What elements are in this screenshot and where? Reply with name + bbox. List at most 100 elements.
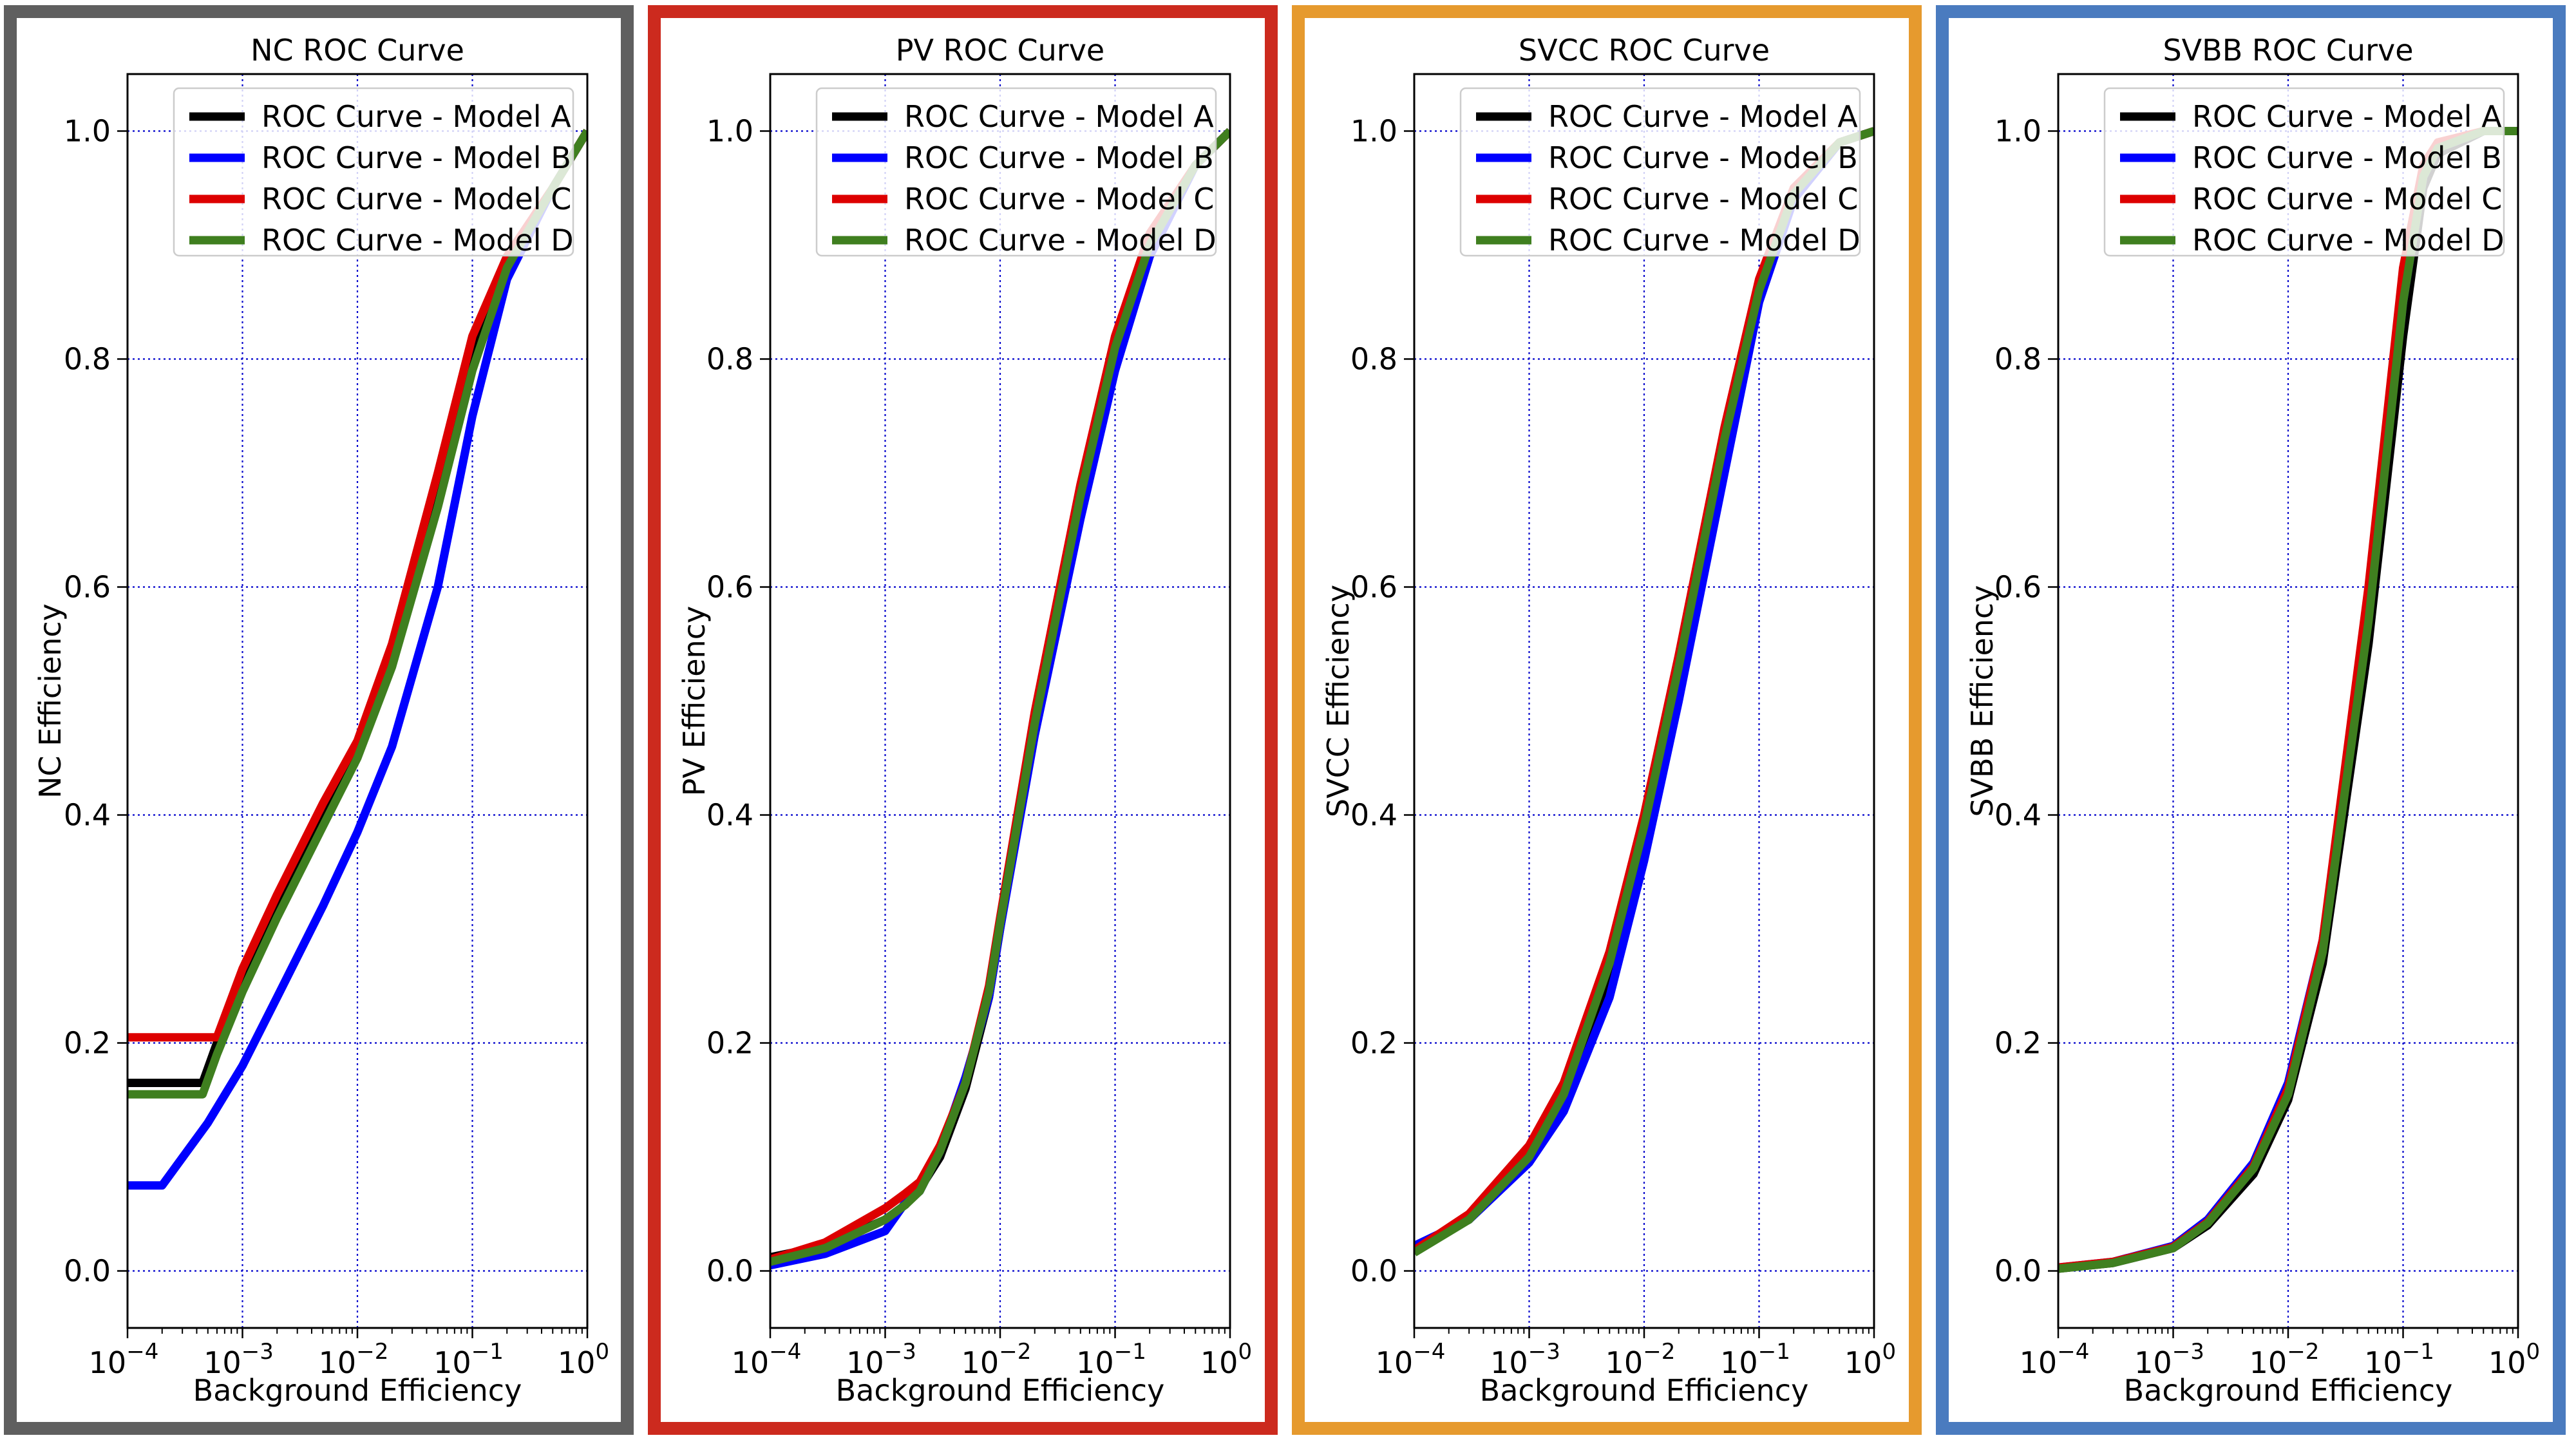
legend-box [173, 87, 574, 257]
legend-item: ROC Curve - Model A [832, 99, 1214, 134]
legend-label: ROC Curve - Model C [1548, 182, 1858, 216]
panel-svbb: 10−4 10−3 10−2 10−1 100 0.0 0.2 0.4 0.6 0.8 1.0 SVB… [1936, 5, 2566, 1435]
legend: ROC Curve - Model A ROC Curve - Model B RO… [1459, 87, 1861, 258]
legend-label: ROC Curve - Model A [1548, 99, 1858, 134]
x-tick-label: 10−3 [2134, 1339, 2204, 1380]
x-tick-label: 10−4 [1376, 1339, 1446, 1380]
legend: ROC Curve - Model A ROC Curve - Model B RO… [815, 87, 1217, 258]
legend-item: ROC Curve - Model A [189, 99, 571, 134]
panel-title: NC ROC Curve [251, 33, 464, 68]
legend-label: ROC Curve - Model B [2192, 140, 2502, 175]
plot-area [1414, 74, 1874, 1328]
x-tick-label: 10−3 [846, 1339, 916, 1380]
y-tick-label: 0.4 [1350, 798, 1397, 833]
legend-label: ROC Curve - Model D [261, 223, 574, 258]
x-tick-label: 100 [558, 1339, 609, 1380]
y-tick-label: 0.6 [1350, 570, 1397, 605]
y-axis-label: SVBB Efficiency [1965, 585, 2000, 817]
legend-item: ROC Curve - Model D [1476, 223, 1861, 258]
x-axis-label: Background Efficiency [2124, 1373, 2453, 1408]
legend-label: ROC Curve - Model C [904, 182, 1214, 216]
x-tick-label: 10−4 [2020, 1339, 2090, 1380]
series-group [770, 128, 1230, 1270]
legend-item: ROC Curve - Model C [189, 182, 571, 216]
legend-item: ROC Curve - Model B [1476, 140, 1858, 175]
series-line-roc-curve-model-d [770, 128, 1230, 1266]
x-tick-label: 10−2 [2249, 1339, 2320, 1380]
legend-label: ROC Curve - Model C [2192, 182, 2502, 216]
legend-item: ROC Curve - Model B [2120, 140, 2502, 175]
legend-item: ROC Curve - Model B [189, 140, 571, 175]
legend-item: ROC Curve - Model C [832, 182, 1214, 216]
legend-label: ROC Curve - Model D [904, 223, 1217, 258]
panel-nc: 10−4 10−3 10−2 10−1 100 0.0 0.2 0.4 0.6 0.8 1.0 NC … [4, 5, 634, 1435]
series-line-roc-curve-model-d [128, 129, 587, 1099]
legend-item: ROC Curve - Model A [1476, 99, 1858, 134]
y-tick-label: 0.8 [1994, 342, 2041, 377]
x-tick-label: 10−1 [2364, 1339, 2434, 1380]
y-tick-label: 0.0 [64, 1254, 111, 1289]
legend-label: ROC Curve - Model A [904, 99, 1214, 134]
panel-title: PV ROC Curve [896, 33, 1104, 68]
panel-frame [1936, 5, 2566, 1435]
panel-frame [4, 5, 634, 1435]
legend-label: ROC Curve - Model A [261, 99, 571, 134]
y-axis-label: NC Efficiency [33, 603, 68, 799]
y-tick-label: 1.0 [706, 114, 753, 149]
legend-item: ROC Curve - Model C [1476, 182, 1858, 216]
legend-item: ROC Curve - Model C [2120, 182, 2502, 216]
legend-item: ROC Curve - Model D [2120, 223, 2505, 258]
legend-label: ROC Curve - Model B [261, 140, 571, 175]
y-tick-label: 0.8 [1350, 342, 1397, 377]
x-tick-label: 10−1 [1076, 1339, 1146, 1380]
y-tick-label: 0.8 [64, 342, 111, 377]
y-tick-label: 0.2 [64, 1026, 111, 1061]
legend: ROC Curve - Model A ROC Curve - Model B RO… [2103, 87, 2505, 258]
legend-item: ROC Curve - Model D [189, 223, 574, 258]
legend-label: ROC Curve - Model B [904, 140, 1214, 175]
panel-frame [1292, 5, 1922, 1435]
y-tick-label: 0.6 [706, 570, 753, 605]
y-tick-label: 0.8 [706, 342, 753, 377]
x-tick-label: 10−1 [433, 1339, 504, 1380]
panel-title: SVBB ROC Curve [2163, 33, 2413, 68]
plot-area [128, 74, 587, 1328]
y-tick-label: 1.0 [1994, 114, 2041, 149]
x-tick-label: 10−4 [89, 1339, 159, 1380]
y-tick-label: 0.0 [1350, 1254, 1397, 1289]
x-axis-label: Background Efficiency [1480, 1373, 1809, 1408]
x-axis-label: Background Efficiency [193, 1373, 522, 1408]
y-tick-label: 0.0 [706, 1254, 753, 1289]
x-tick-label: 10−2 [1605, 1339, 1676, 1380]
y-tick-label: 0.4 [64, 798, 111, 833]
x-tick-label: 10−4 [732, 1339, 802, 1380]
x-tick-label: 10−1 [1720, 1339, 1790, 1380]
panel-svcc: 10−4 10−3 10−2 10−1 100 0.0 0.2 0.4 0.6 0.8 1.0 SVC… [1292, 5, 1922, 1435]
y-tick-label: 0.4 [706, 798, 753, 833]
y-tick-label: 1.0 [64, 114, 111, 149]
panel-title: SVCC ROC Curve [1519, 33, 1770, 68]
panel-frame [648, 5, 1278, 1435]
y-tick-label: 0.6 [1994, 570, 2041, 605]
x-tick-label: 10−3 [204, 1339, 274, 1380]
legend-label: ROC Curve - Model D [2192, 223, 2505, 258]
legend-label: ROC Curve - Model C [261, 182, 571, 216]
x-tick-label: 100 [1844, 1339, 1896, 1380]
legend-label: ROC Curve - Model D [1548, 223, 1861, 258]
y-tick-label: 1.0 [1350, 114, 1397, 149]
legend: ROC Curve - Model A ROC Curve - Model B RO… [173, 87, 574, 258]
legend-item: ROC Curve - Model B [832, 140, 1214, 175]
legend-box [1459, 87, 1861, 257]
y-tick-label: 0.2 [1350, 1026, 1397, 1061]
plot-area [2058, 74, 2518, 1328]
x-tick-label: 10−3 [1490, 1339, 1560, 1380]
x-tick-label: 10−2 [961, 1339, 1032, 1380]
y-tick-label: 0.6 [64, 570, 111, 605]
x-tick-label: 100 [1200, 1339, 1252, 1380]
legend-box [815, 87, 1217, 257]
legend-item: ROC Curve - Model D [832, 223, 1217, 258]
x-tick-label: 100 [2488, 1339, 2540, 1380]
plot-area [770, 74, 1230, 1328]
legend-box [2103, 87, 2505, 257]
